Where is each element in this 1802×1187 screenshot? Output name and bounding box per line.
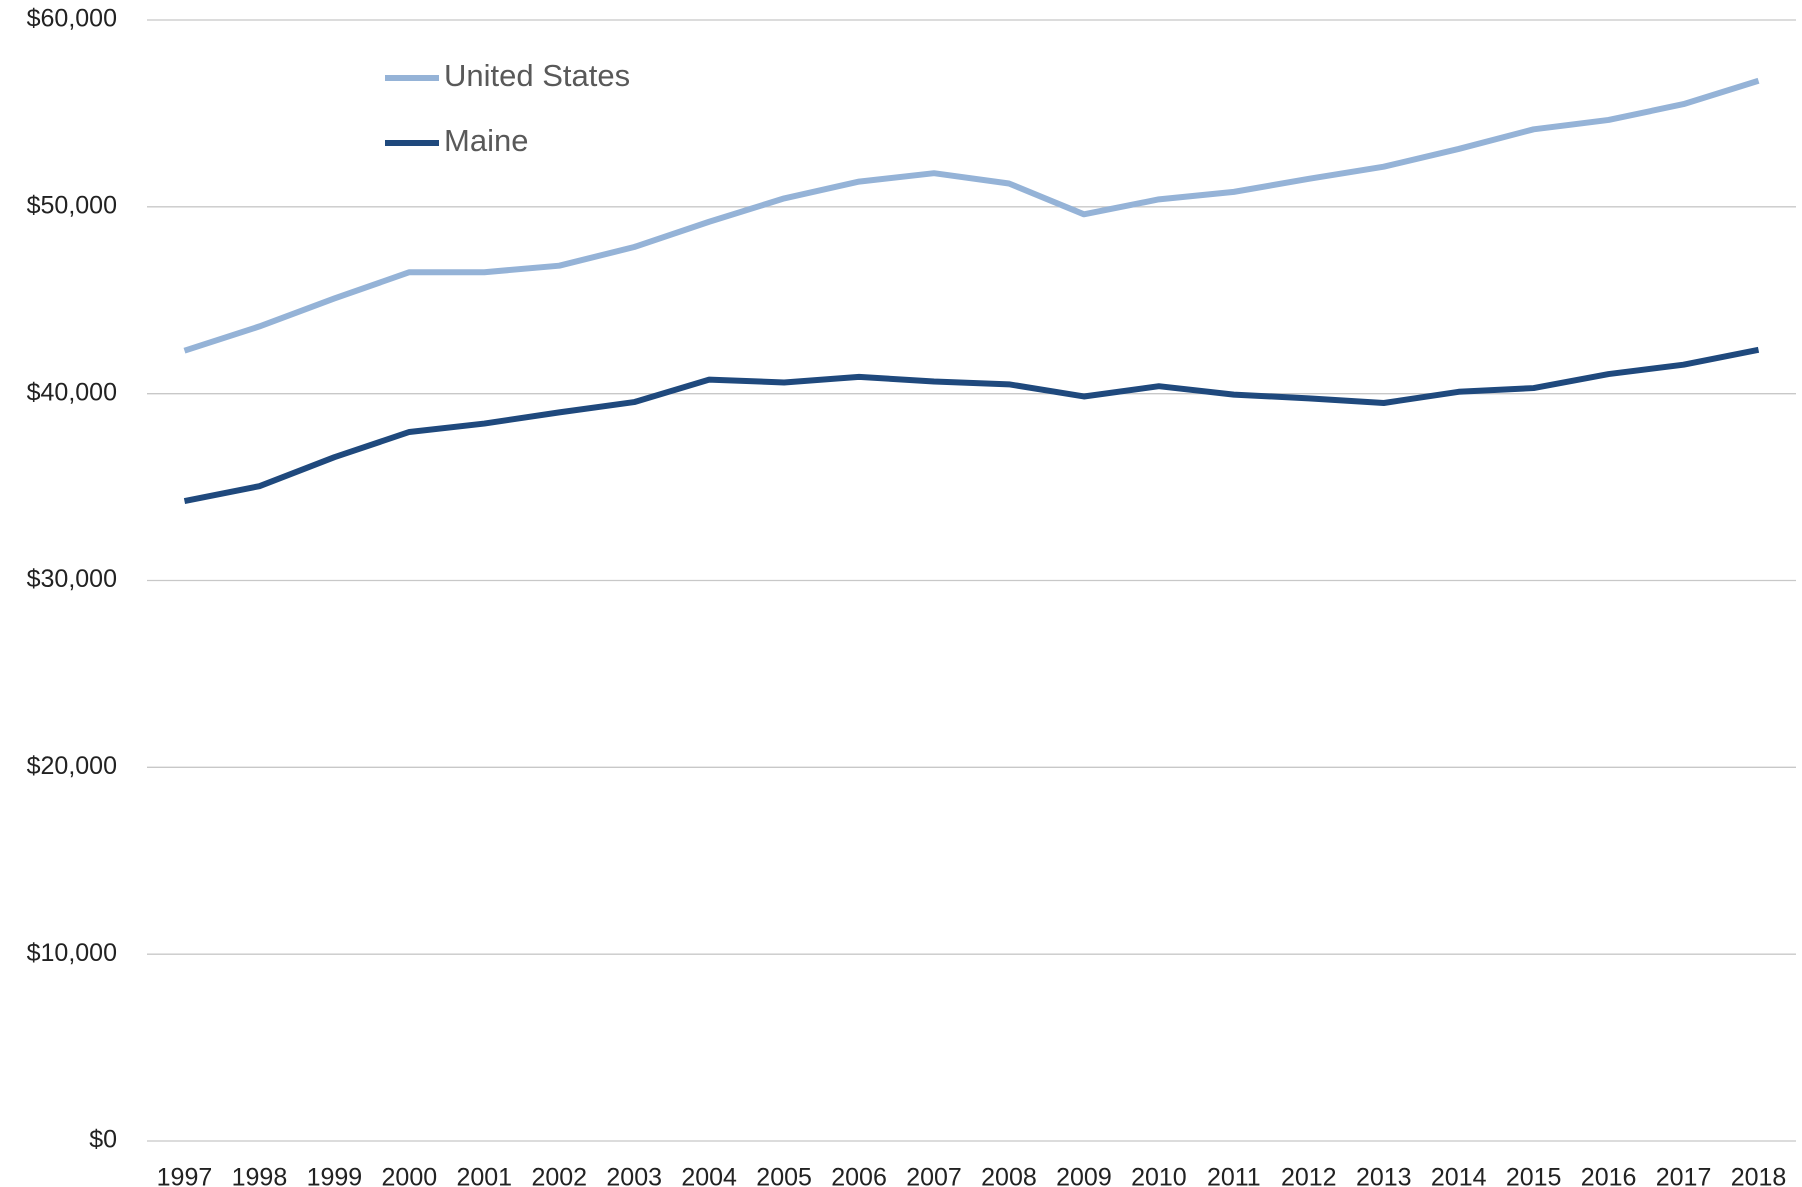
x-tick-label: 2014: [1431, 1164, 1487, 1187]
x-tick-label: 2012: [1281, 1164, 1337, 1187]
x-tick-label: 2006: [831, 1164, 887, 1187]
series-line: [183, 77, 1760, 354]
x-tick-label: 2003: [606, 1164, 662, 1187]
y-tick-label: $20,000: [27, 752, 117, 780]
x-tick-label: 2004: [681, 1164, 737, 1187]
x-tick-label: 2010: [1131, 1164, 1187, 1187]
x-tick-label: 2015: [1506, 1164, 1562, 1187]
x-tick-label: 2013: [1356, 1164, 1412, 1187]
legend-label: United States: [444, 58, 630, 93]
series-line: [183, 346, 1760, 505]
x-tick-label: 2008: [981, 1164, 1037, 1187]
x-tick-label: 1998: [232, 1164, 288, 1187]
x-tick-label: 2018: [1731, 1164, 1787, 1187]
y-tick-label: $40,000: [27, 378, 117, 406]
x-tick-label: 2007: [906, 1164, 962, 1187]
x-tick-label: 2002: [531, 1164, 587, 1187]
legend-label: Maine: [444, 123, 528, 158]
x-tick-label: 1997: [157, 1164, 213, 1187]
x-tick-label: 2016: [1581, 1164, 1637, 1187]
x-tick-label: 2001: [456, 1164, 512, 1187]
x-tick-label: 2017: [1656, 1164, 1712, 1187]
y-tick-label: $60,000: [27, 5, 117, 33]
x-tick-label: 1999: [307, 1164, 363, 1187]
x-tick-label: 2005: [756, 1164, 812, 1187]
y-tick-label: $0: [89, 1126, 117, 1154]
y-tick-label: $30,000: [27, 565, 117, 593]
x-tick-label: 2011: [1207, 1164, 1261, 1187]
y-tick-label: $10,000: [27, 939, 117, 967]
x-tick-label: 2000: [382, 1164, 438, 1187]
x-tick-label: 2009: [1056, 1164, 1112, 1187]
y-tick-label: $50,000: [27, 191, 117, 219]
